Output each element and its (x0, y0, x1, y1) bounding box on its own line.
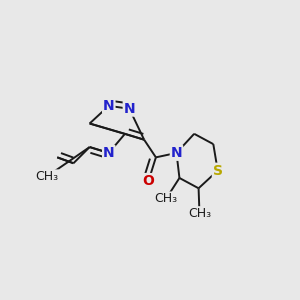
Text: N: N (171, 146, 182, 160)
Text: O: O (142, 174, 154, 188)
Text: CH₃: CH₃ (154, 192, 178, 205)
Text: S: S (213, 164, 223, 178)
Text: CH₃: CH₃ (188, 207, 211, 220)
Text: N: N (124, 102, 135, 116)
Text: CH₃: CH₃ (35, 170, 58, 183)
Text: N: N (103, 146, 115, 160)
Text: N: N (103, 99, 115, 113)
